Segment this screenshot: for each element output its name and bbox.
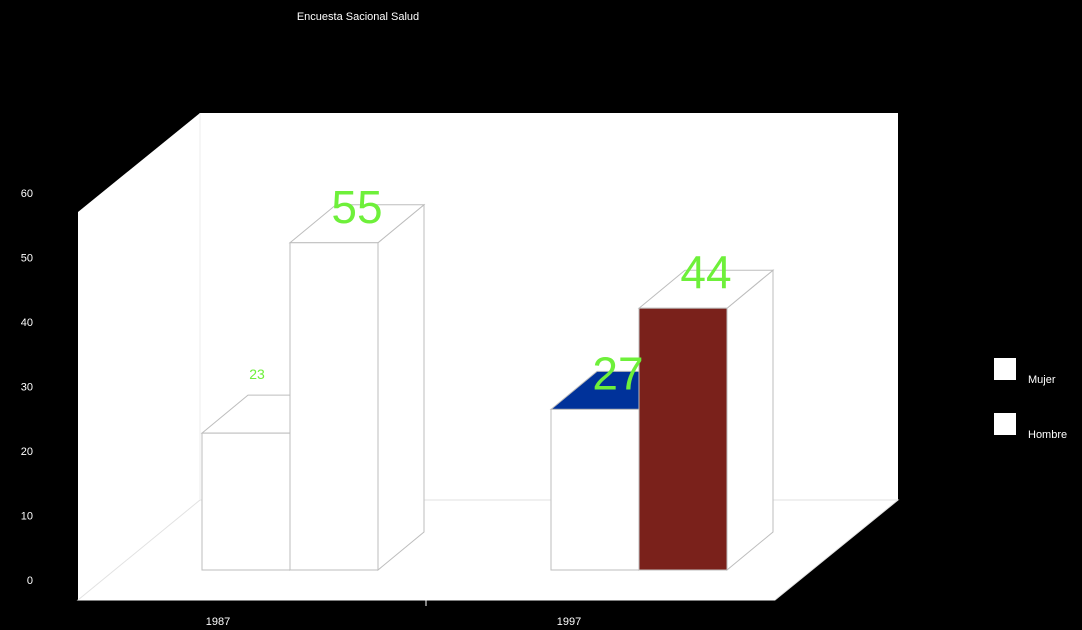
y-tick-label: 30: [21, 382, 33, 394]
y-tick-label: 10: [21, 511, 33, 523]
x-tick-label-1987: 1987: [206, 616, 230, 628]
data-label-1997-mujer: 27: [592, 347, 643, 399]
y-tick-label: 0: [27, 575, 33, 587]
x-tick-label-1997: 1997: [557, 616, 581, 628]
legend-swatch-mujer: [994, 358, 1016, 380]
legend-label-mujer: Mujer: [1028, 374, 1056, 386]
bar-front-face: [638, 307, 728, 571]
plot-left-wall: [78, 113, 200, 600]
bar-front-face: [201, 432, 291, 571]
bars-group: [200, 203, 775, 572]
y-tick-label: 20: [21, 446, 33, 458]
legend-swatch-hombre: [994, 413, 1016, 435]
y-tick-label: 40: [21, 317, 33, 329]
bar-side-face: [377, 203, 425, 572]
y-tick-label: 50: [21, 253, 33, 265]
plot-floor: [76, 499, 900, 601]
chart-title: Encuesta Sacional Salud: [297, 11, 419, 23]
data-labels-group: 23 55 27 44: [249, 181, 731, 400]
bar-1987-hombre: [288, 203, 426, 572]
bar-side-face: [726, 269, 774, 572]
data-label-1987-mujer: 23: [249, 366, 265, 382]
y-axis-ticks: 0 10 20 30 40 50 60: [21, 188, 33, 587]
legend-label-hombre: Hombre: [1028, 429, 1067, 441]
bar-1997-hombre: [637, 269, 775, 572]
bar-front-face: [289, 242, 379, 571]
data-label-1987-hombre: 55: [331, 181, 382, 233]
y-tick-label: 60: [21, 188, 33, 200]
data-label-1997-hombre: 44: [680, 246, 731, 298]
bar-front-face: [550, 408, 640, 571]
